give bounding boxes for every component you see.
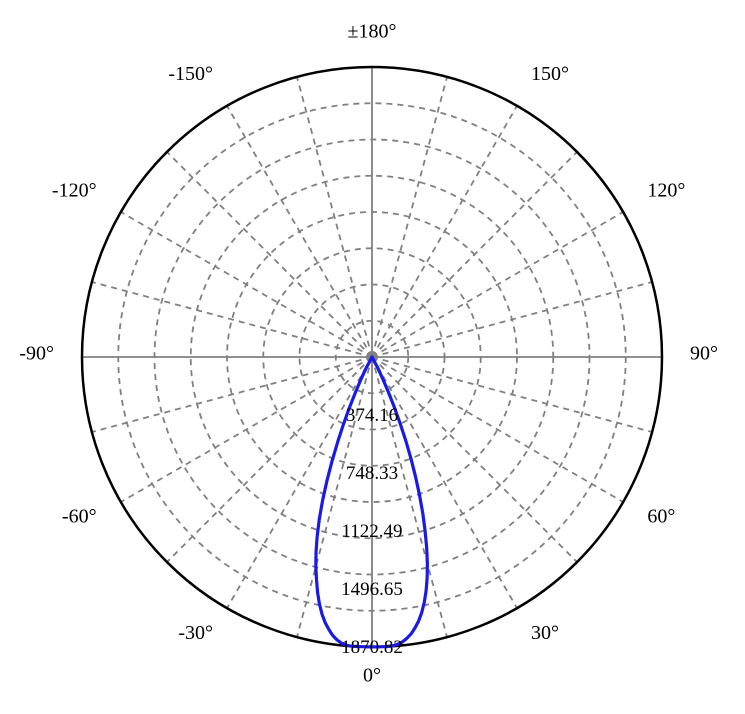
angle-tick-label: ±180° <box>348 20 397 42</box>
angle-tick-label: -150° <box>168 63 213 85</box>
radial-tick-label: 1496.65 <box>341 579 403 600</box>
angle-tick-label: 90° <box>690 342 718 364</box>
angle-tick-label: 120° <box>647 179 685 201</box>
radial-tick-label: 1870.82 <box>341 637 403 658</box>
angle-tick-label: -60° <box>62 505 97 527</box>
angle-tick-label: -30° <box>178 622 213 644</box>
angle-tick-label: -120° <box>52 179 97 201</box>
angle-tick-label: 60° <box>647 505 675 527</box>
radial-tick-label: 748.33 <box>346 463 398 484</box>
polar-chart: 374.16 748.33 1122.49 1496.65 1870.82 0° 30° 60… <box>0 0 745 714</box>
radial-tick-label: 374.16 <box>346 405 398 426</box>
radial-tick-label: 1122.49 <box>341 521 402 542</box>
angle-tick-label: 30° <box>531 622 559 644</box>
angle-tick-label: 0° <box>363 664 381 686</box>
angle-tick-label: -90° <box>19 342 54 364</box>
angle-tick-label: 150° <box>531 63 569 85</box>
polar-chart-svg: 374.16 748.33 1122.49 1496.65 1870.82 0° 30° 60… <box>0 0 745 714</box>
